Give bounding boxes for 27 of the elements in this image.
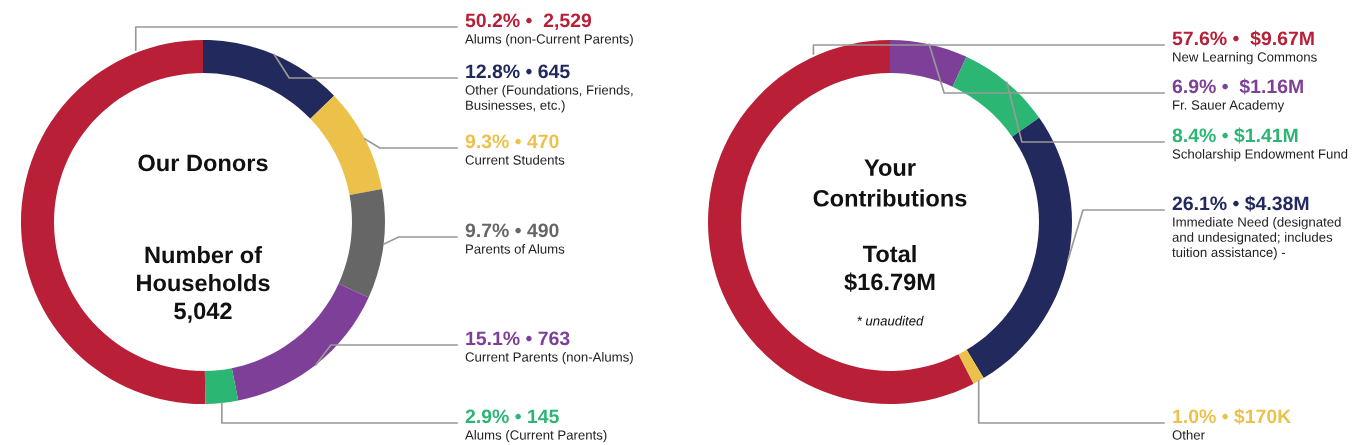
text: Total $16.79M: [844, 245, 935, 292]
data-label: 26.1% • $4.38M: [1172, 195, 1309, 212]
slice-label: Alums (Current Parents): [465, 430, 607, 443]
data-label: 57.6% • $9.67M: [1172, 30, 1314, 47]
text: Number of Households 5,042: [137, 246, 270, 323]
data-label: 50.2% • 2,529: [465, 13, 592, 31]
slice-label: Other (Foundations, Friends, Businesses, etc.): [465, 85, 633, 113]
data-label: 12.8% • 645: [466, 64, 570, 79]
data-label: 15.1% • 763: [466, 331, 570, 346]
slice-label: Current Parents (non-Alums): [465, 352, 633, 365]
slice-label: Immediate Need (designated and undesignated; includes tuition assistance) -: [1172, 217, 1341, 260]
data-label: 2.9% • 145: [465, 409, 559, 424]
slice-label: Scholarship Endowment Fund: [1172, 149, 1348, 162]
text: Your Contributions: [813, 159, 967, 207]
data-label: 9.3% • 470: [465, 134, 559, 149]
text: * unaudited: [857, 315, 924, 326]
data-label: 9.7% • 490: [465, 223, 559, 238]
slice-label: Alums (non-Current Parents): [465, 34, 633, 47]
slice-label: Other: [1172, 430, 1205, 440]
slice-label: Fr. Sauer Academy: [1173, 100, 1285, 113]
data-label: 1.0% • $170K: [1173, 408, 1292, 425]
text: Our Donors: [138, 154, 268, 172]
data-label: 8.4% • $1.41M: [1172, 127, 1298, 144]
data-label: 6.9% • $1.16M: [1172, 78, 1303, 95]
slice-label: New Learning Commons: [1173, 52, 1317, 65]
slice-label: Current Students: [465, 155, 565, 165]
slice-label: Parents of Alums: [466, 244, 565, 254]
